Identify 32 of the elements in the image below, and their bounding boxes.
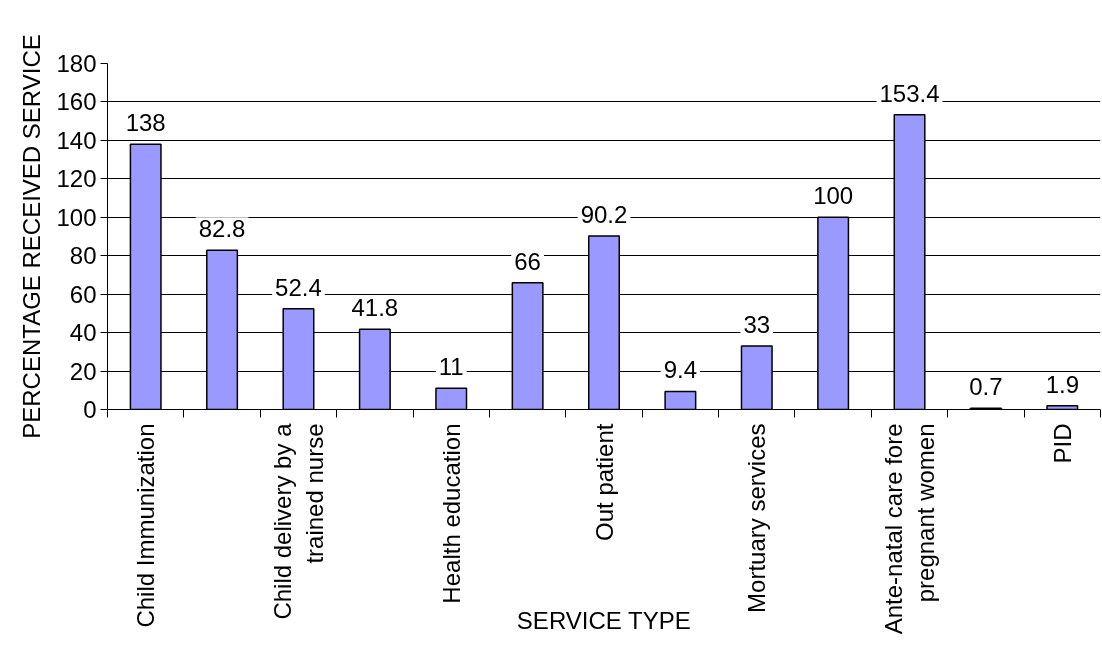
data-label: 9.4 [663,356,698,384]
data-label: 0.7 [969,373,1003,401]
data-label: 11 [438,353,464,381]
data-label: 100 [813,182,854,210]
y-tick-label: 20 [69,357,97,385]
y-tick-label: 100 [56,203,97,231]
data-label: 33 [743,311,771,339]
y-tick-label: 160 [56,88,97,116]
y-tick-label: 180 [56,50,97,77]
y-tick-label: 80 [69,242,97,270]
y-tick-label: 0 [83,396,97,423]
x-tick-label: Ante-natal care fore pregnant women [879,423,940,635]
x-tick-label: Child Immunization [132,423,160,628]
y-tick-label: 140 [56,126,97,154]
x-tick-label: Mortuary services [743,423,771,613]
x-tick-label: Health education [437,423,465,604]
x-tick-label: Child delivery by a trained nurse [268,422,329,620]
x-tick-label: PID [1048,423,1076,464]
y-tick-label: 60 [69,280,97,308]
data-label: 66 [514,247,541,275]
y-axis-title: PERCENTAGE RECEIVED SERVICE [18,34,46,439]
x-axis-title: SERVICE TYPE [516,607,691,635]
data-label: 52.4 [275,273,322,301]
data-label: 82.8 [198,215,246,243]
data-label: 138 [125,109,166,137]
data-label: 1.9 [1045,370,1079,398]
data-label: 41.8 [351,294,399,322]
y-tick-label: 40 [69,319,97,347]
data-label: 153.4 [879,79,940,107]
data-label: 90.2 [580,201,628,229]
x-tick-label: Out patient [590,423,618,541]
y-tick-label: 120 [56,165,97,193]
